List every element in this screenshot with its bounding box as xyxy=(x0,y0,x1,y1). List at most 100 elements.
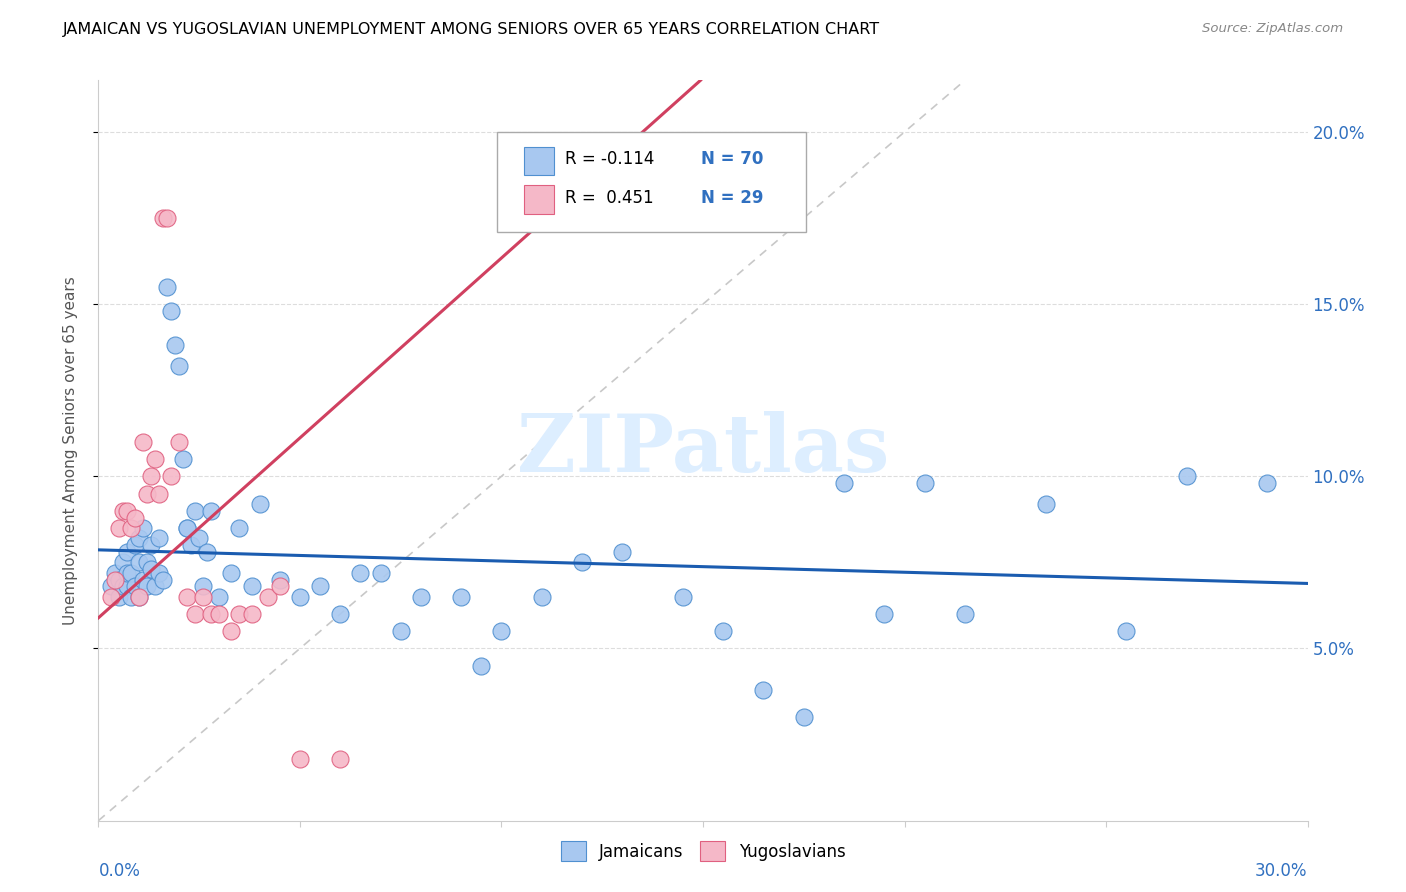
Point xyxy=(107,573,129,587)
Text: N = 70: N = 70 xyxy=(700,151,763,169)
Point xyxy=(240,607,263,621)
FancyBboxPatch shape xyxy=(524,186,554,213)
Y-axis label: Unemployment Among Seniors over 65 years: Unemployment Among Seniors over 65 years xyxy=(63,277,77,624)
FancyBboxPatch shape xyxy=(498,132,806,232)
Point xyxy=(111,504,134,518)
Point xyxy=(135,486,157,500)
Point xyxy=(450,590,472,604)
Point xyxy=(111,579,134,593)
Point xyxy=(148,566,170,580)
Point xyxy=(139,562,162,576)
Point xyxy=(100,579,122,593)
Point xyxy=(148,486,170,500)
Point xyxy=(288,752,311,766)
Point xyxy=(309,579,332,593)
Point xyxy=(120,590,142,604)
Legend: Jamaicans, Yugoslavians: Jamaicans, Yugoslavians xyxy=(554,834,852,868)
Point xyxy=(195,545,218,559)
Point xyxy=(115,579,138,593)
Point xyxy=(530,590,553,604)
Text: N = 29: N = 29 xyxy=(700,189,763,207)
Point xyxy=(188,531,211,545)
Point xyxy=(1175,469,1198,483)
Point xyxy=(672,590,695,604)
Point xyxy=(953,607,976,621)
Point xyxy=(208,607,231,621)
Point xyxy=(752,682,775,697)
Point xyxy=(180,538,202,552)
Point xyxy=(571,555,593,569)
Point xyxy=(256,590,278,604)
Point xyxy=(370,566,392,580)
Point xyxy=(470,658,492,673)
Text: Source: ZipAtlas.com: Source: ZipAtlas.com xyxy=(1202,22,1343,36)
FancyBboxPatch shape xyxy=(524,147,554,175)
Point xyxy=(120,566,142,580)
Point xyxy=(115,545,138,559)
Point xyxy=(135,555,157,569)
Point xyxy=(711,624,734,639)
Point xyxy=(167,359,190,373)
Point xyxy=(176,521,198,535)
Point xyxy=(115,504,138,518)
Point xyxy=(120,521,142,535)
Point xyxy=(107,590,129,604)
Point xyxy=(124,538,146,552)
Point xyxy=(132,573,155,587)
Point xyxy=(143,452,166,467)
Point xyxy=(612,545,634,559)
Point xyxy=(249,497,271,511)
Point xyxy=(135,579,157,593)
Point xyxy=(148,531,170,545)
Text: R =  0.451: R = 0.451 xyxy=(565,189,654,207)
Point xyxy=(176,590,198,604)
Point xyxy=(409,590,432,604)
Text: 0.0%: 0.0% xyxy=(98,862,141,880)
Point xyxy=(228,521,250,535)
Point xyxy=(184,607,207,621)
Point xyxy=(132,434,155,449)
Point xyxy=(176,521,198,535)
Point xyxy=(832,476,855,491)
Point xyxy=(115,566,138,580)
Point xyxy=(288,590,311,604)
Point xyxy=(1035,497,1057,511)
Point xyxy=(221,566,243,580)
Text: ZIPatlas: ZIPatlas xyxy=(517,411,889,490)
Text: 30.0%: 30.0% xyxy=(1256,862,1308,880)
Point xyxy=(172,452,194,467)
Point xyxy=(193,579,215,593)
Point xyxy=(111,555,134,569)
Point xyxy=(107,521,129,535)
Point xyxy=(1256,476,1278,491)
Point xyxy=(103,566,125,580)
Point xyxy=(128,555,150,569)
Point xyxy=(124,510,146,524)
Point xyxy=(167,434,190,449)
Point xyxy=(103,573,125,587)
Point xyxy=(200,504,222,518)
Point xyxy=(163,338,186,352)
Point xyxy=(100,590,122,604)
Point xyxy=(329,752,352,766)
Point xyxy=(152,573,174,587)
Point xyxy=(156,211,179,225)
Point xyxy=(491,624,513,639)
Text: JAMAICAN VS YUGOSLAVIAN UNEMPLOYMENT AMONG SENIORS OVER 65 YEARS CORRELATION CHA: JAMAICAN VS YUGOSLAVIAN UNEMPLOYMENT AMO… xyxy=(63,22,880,37)
Point xyxy=(240,579,263,593)
Point xyxy=(184,504,207,518)
Point xyxy=(152,211,174,225)
Point xyxy=(221,624,243,639)
Point xyxy=(329,607,352,621)
Point xyxy=(132,521,155,535)
Point xyxy=(139,469,162,483)
Point xyxy=(389,624,412,639)
Point xyxy=(269,573,291,587)
Point xyxy=(128,531,150,545)
Point xyxy=(128,590,150,604)
Point xyxy=(143,579,166,593)
Point xyxy=(124,579,146,593)
Point xyxy=(914,476,936,491)
Point xyxy=(193,590,215,604)
Point xyxy=(208,590,231,604)
